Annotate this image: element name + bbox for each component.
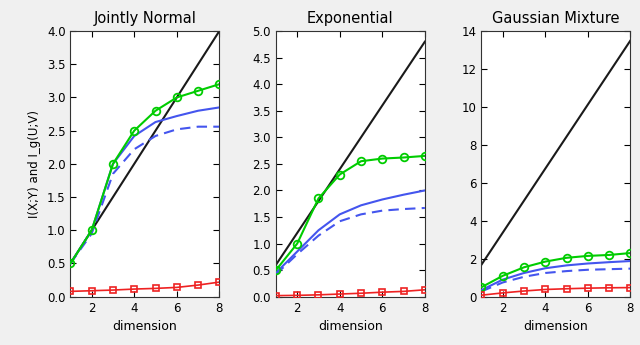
Title: Gaussian Mixture: Gaussian Mixture — [492, 11, 620, 26]
X-axis label: dimension: dimension — [113, 320, 177, 333]
Title: Exponential: Exponential — [307, 11, 394, 26]
Y-axis label: I(X;Y) and I_g(U;V): I(X;Y) and I_g(U;V) — [28, 110, 42, 218]
Title: Jointly Normal: Jointly Normal — [93, 11, 196, 26]
X-axis label: dimension: dimension — [524, 320, 588, 333]
X-axis label: dimension: dimension — [318, 320, 383, 333]
